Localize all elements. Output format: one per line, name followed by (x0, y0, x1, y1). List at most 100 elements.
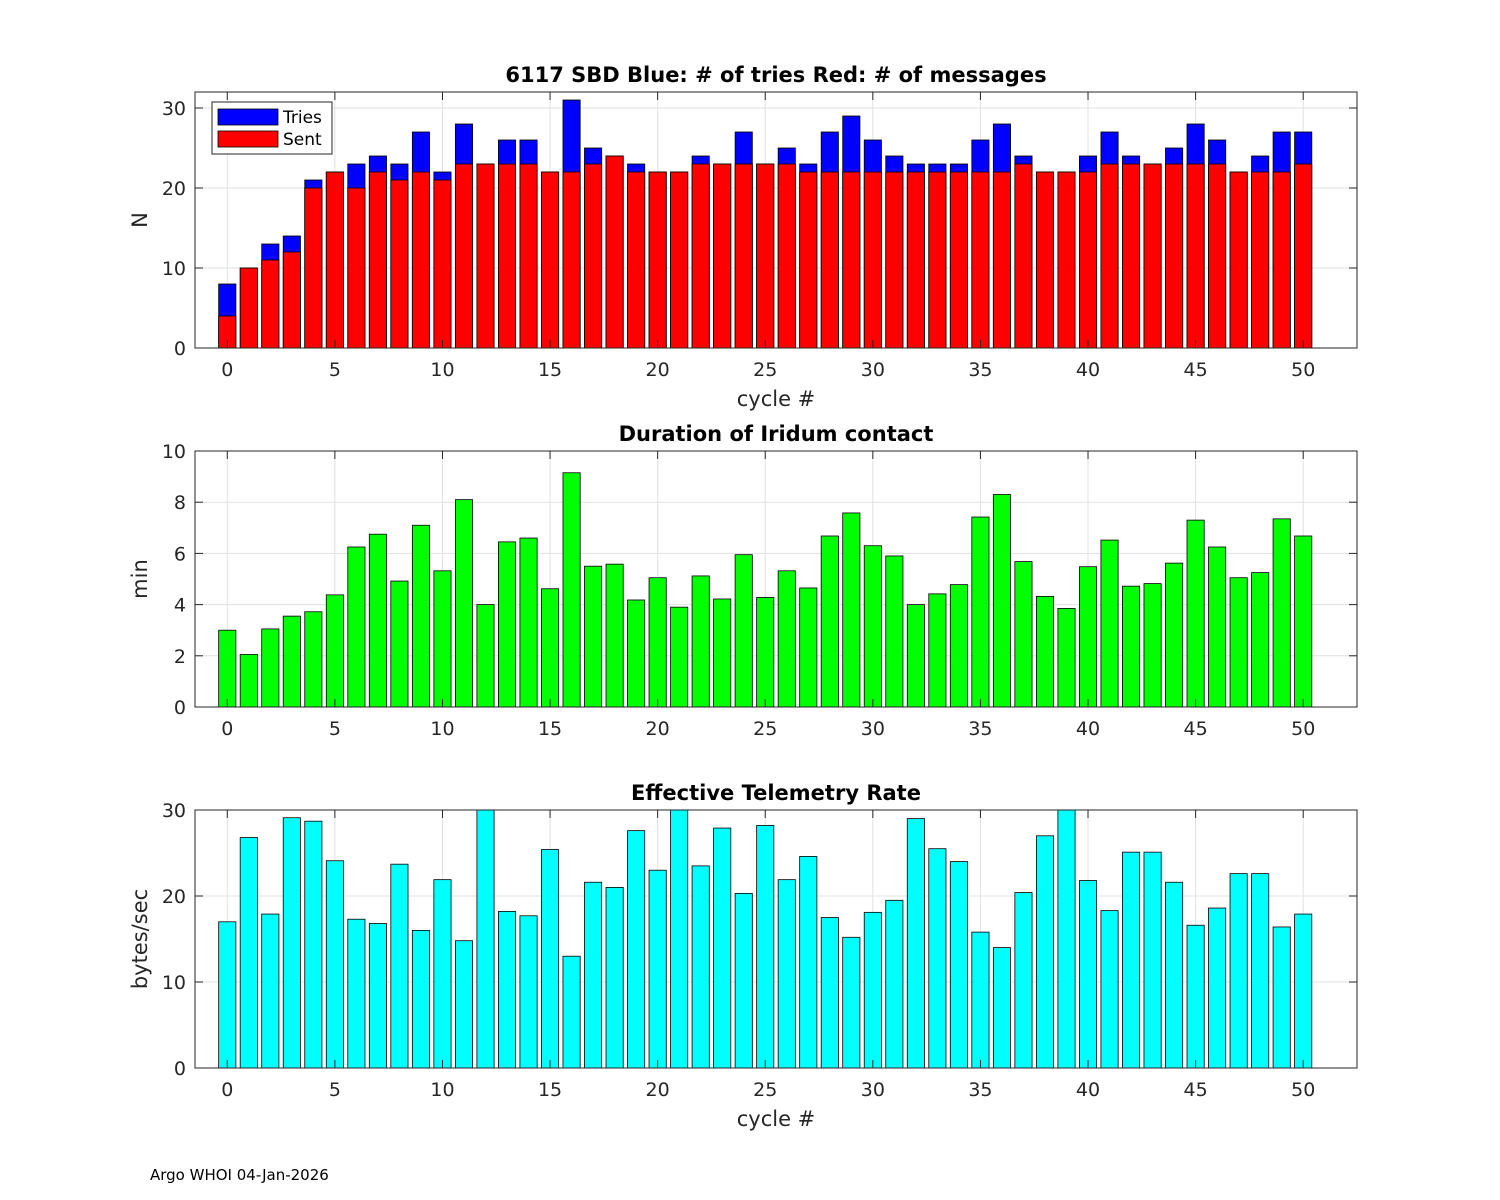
bar-duration-7 (368, 533, 387, 708)
x-tick-label: 5 (329, 718, 341, 740)
bar-duration-26 (777, 570, 796, 708)
bar-sent-36 (992, 171, 1011, 349)
bar-duration-2 (261, 628, 280, 708)
bar-rate-27 (799, 856, 818, 1069)
bar-rate-35 (971, 931, 990, 1069)
bar-duration-5 (325, 594, 344, 708)
y-axis-label: bytes/sec (128, 889, 152, 989)
x-tick-label: 35 (968, 1079, 992, 1101)
legend-label-tries: Tries (282, 108, 322, 128)
bar-sent-1 (239, 267, 258, 349)
bar-rate-2 (261, 913, 280, 1069)
bar-duration-33 (928, 593, 947, 708)
bar-rate-13 (498, 911, 517, 1069)
bar-sent-34 (949, 171, 968, 349)
bar-duration-49 (1272, 518, 1291, 708)
bar-sent-45 (1186, 163, 1205, 349)
bar-sent-49 (1272, 171, 1291, 349)
bar-duration-21 (670, 606, 689, 708)
bar-rate-11 (454, 940, 473, 1069)
bar-rate-16 (562, 955, 581, 1069)
y-tick-label: 0 (174, 697, 186, 719)
bar-sent-14 (519, 163, 538, 349)
bar-duration-39 (1057, 608, 1076, 708)
bar-rate-37 (1014, 892, 1033, 1069)
bar-sent-47 (1229, 171, 1248, 349)
bar-duration-31 (885, 555, 904, 708)
legend-swatch-tries (217, 108, 279, 126)
bar-sent-35 (971, 171, 990, 349)
x-tick-label: 0 (221, 1079, 233, 1101)
bar-rate-1 (239, 837, 258, 1069)
bar-rate-19 (627, 830, 646, 1069)
bar-duration-16 (562, 472, 581, 708)
axes-box (194, 91, 1358, 349)
bar-sent-33 (928, 171, 947, 349)
bar-duration-17 (584, 565, 603, 708)
bar-rate-32 (906, 818, 925, 1069)
bar-sent-30 (863, 171, 882, 349)
x-tick-label: 50 (1291, 718, 1315, 740)
legend-swatch-sent (217, 130, 279, 148)
bar-duration-23 (713, 598, 732, 708)
bar-sent-23 (713, 163, 732, 349)
bar-sent-15 (541, 171, 560, 349)
x-axis-label: cycle # (737, 387, 816, 411)
x-tick-label: 30 (861, 359, 885, 381)
bar-duration-3 (282, 615, 301, 708)
bar-sent-17 (584, 163, 603, 349)
bar-sent-37 (1014, 163, 1033, 349)
bar-rate-25 (756, 825, 775, 1069)
bar-sent-10 (433, 179, 452, 349)
bar-rate-7 (368, 923, 387, 1069)
plot-area (195, 451, 1357, 707)
x-tick-label: 20 (646, 718, 670, 740)
bar-rate-39 (1057, 809, 1076, 1069)
bar-rate-28 (820, 917, 839, 1069)
bar-duration-0 (218, 629, 237, 708)
bar-sent-7 (368, 171, 387, 349)
bar-sent-42 (1122, 163, 1141, 349)
bar-rate-6 (347, 918, 366, 1069)
x-tick-label: 0 (221, 718, 233, 740)
bar-rate-5 (325, 860, 344, 1069)
bar-duration-32 (906, 604, 925, 708)
x-tick-label: 15 (538, 1079, 562, 1101)
bar-sent-19 (627, 171, 646, 349)
x-tick-label: 40 (1076, 359, 1100, 381)
bar-duration-27 (799, 587, 818, 708)
bar-rate-43 (1143, 851, 1162, 1069)
bar-sent-16 (562, 171, 581, 349)
x-tick-label: 5 (329, 359, 341, 381)
bar-duration-6 (347, 546, 366, 708)
chart-title: Duration of Iridum contact (619, 422, 934, 446)
bar-duration-22 (691, 575, 710, 708)
bar-rate-47 (1229, 873, 1248, 1069)
bar-duration-18 (605, 563, 624, 708)
bar-sent-26 (777, 163, 796, 349)
x-tick-label: 40 (1076, 718, 1100, 740)
bar-rate-22 (691, 865, 710, 1069)
bar-rate-46 (1208, 907, 1227, 1069)
bar-duration-1 (239, 654, 258, 708)
bar-sent-44 (1165, 163, 1184, 349)
bar-duration-47 (1229, 577, 1248, 708)
axes-box (194, 450, 1358, 708)
bar-duration-50 (1294, 535, 1313, 708)
bar-rate-26 (777, 879, 796, 1069)
bar-duration-20 (648, 577, 667, 708)
x-tick-label: 40 (1076, 1079, 1100, 1101)
bar-sent-39 (1057, 171, 1076, 349)
bar-duration-8 (390, 580, 409, 708)
bar-duration-9 (411, 524, 430, 708)
x-tick-label: 5 (329, 1079, 341, 1101)
bar-duration-42 (1122, 585, 1141, 708)
bar-rate-36 (992, 947, 1011, 1069)
bar-sent-40 (1079, 171, 1098, 349)
bar-duration-15 (541, 588, 560, 708)
legend-label-sent: Sent (283, 130, 322, 150)
bar-rate-4 (304, 820, 323, 1069)
bar-sent-50 (1294, 163, 1313, 349)
bar-rate-15 (541, 849, 560, 1069)
bar-rate-14 (519, 915, 538, 1069)
